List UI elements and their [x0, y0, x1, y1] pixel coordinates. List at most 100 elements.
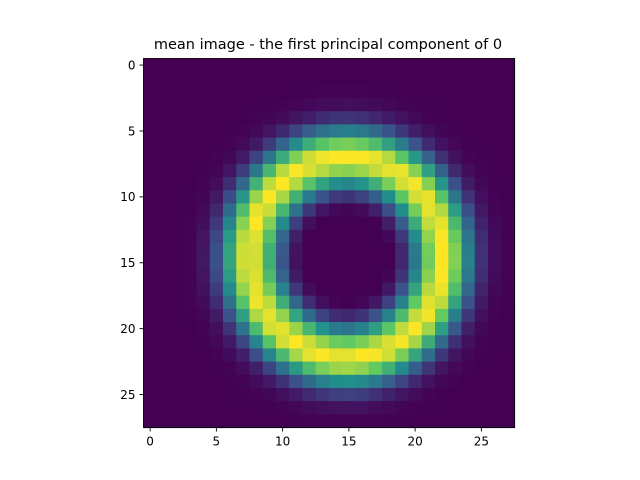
heatmap-cell [143, 335, 158, 350]
heatmap-cell [448, 177, 463, 191]
heatmap-cell [355, 243, 370, 257]
heatmap-cell [302, 177, 317, 191]
heatmap-cell [461, 401, 476, 415]
heatmap-cell [170, 282, 184, 297]
heatmap-cell [315, 190, 330, 205]
heatmap-cell [488, 84, 502, 99]
heatmap-cell [156, 348, 171, 363]
heatmap-cell [435, 137, 449, 152]
heatmap-cell [408, 163, 423, 178]
heatmap-cell [382, 190, 396, 205]
heatmap-cell [474, 361, 489, 376]
heatmap-cell [302, 282, 317, 297]
heatmap-cell [156, 163, 171, 178]
heatmap-cell [156, 335, 171, 350]
heatmap-cell [488, 308, 502, 323]
heatmap-cell [355, 98, 370, 112]
heatmap-cell [382, 243, 396, 257]
heatmap-cell [143, 322, 158, 336]
heatmap-cell [289, 124, 304, 139]
heatmap-cell [249, 308, 264, 323]
heatmap-cell [289, 150, 304, 165]
heatmap-cell [209, 308, 224, 323]
heatmap-cell [461, 387, 476, 402]
heatmap-cell [302, 269, 317, 284]
heatmap-cell [382, 98, 396, 112]
heatmap-cell [249, 387, 264, 402]
heatmap-cell [329, 229, 343, 244]
heatmap-cell [249, 58, 264, 73]
heatmap-cell [289, 322, 304, 336]
heatmap-cell [223, 361, 237, 376]
heatmap-cell [302, 98, 317, 112]
heatmap-cell [382, 229, 396, 244]
heatmap-cell [448, 58, 463, 73]
heatmap-cell [435, 124, 449, 139]
heatmap-cell [421, 269, 436, 284]
heatmap-cell [355, 414, 370, 429]
heatmap-cell [448, 322, 463, 336]
heatmap-cell [435, 269, 449, 284]
heatmap-cell [156, 256, 171, 270]
heatmap-cell [249, 229, 264, 244]
heatmap-cell [368, 203, 383, 218]
heatmap-cell [315, 216, 330, 231]
heatmap-cell [249, 282, 264, 297]
heatmap-cell [196, 111, 211, 125]
heatmap-cell [262, 374, 277, 389]
heatmap-cell [315, 401, 330, 415]
heatmap-cell [368, 58, 383, 73]
heatmap-cell [395, 177, 410, 191]
heatmap-cell [474, 335, 489, 350]
heatmap-cell [302, 190, 317, 205]
heatmap-cell [315, 203, 330, 218]
heatmap-cell [143, 256, 158, 270]
heatmap-cell [448, 282, 463, 297]
heatmap-cell [223, 124, 237, 139]
heatmap-cell [262, 111, 277, 125]
heatmap-cell [395, 348, 410, 363]
heatmap-cell [329, 124, 343, 139]
heatmap-cell [421, 414, 436, 429]
heatmap-cell [196, 256, 211, 270]
heatmap-cell [209, 282, 224, 297]
y-tick-label: 15 [120, 256, 135, 270]
heatmap-cell [170, 387, 184, 402]
x-tick-label: 15 [341, 435, 356, 449]
heatmap-cell [143, 177, 158, 191]
heatmap-cell [474, 98, 489, 112]
heatmap-cell [156, 71, 171, 86]
heatmap-cell [448, 71, 463, 86]
heatmap-cell [289, 256, 304, 270]
heatmap-cell [249, 295, 264, 310]
heatmap-cell [329, 98, 343, 112]
heatmap-cell [421, 163, 436, 178]
heatmap-cell [461, 163, 476, 178]
heatmap-cell [156, 98, 171, 112]
heatmap-cell [289, 243, 304, 257]
heatmap-cell [262, 58, 277, 73]
heatmap-cell [395, 414, 410, 429]
heatmap-cell [501, 190, 516, 205]
heatmap-cell [223, 84, 237, 99]
heatmap-cell [435, 150, 449, 165]
heatmap-cell [276, 111, 290, 125]
heatmap-cell [488, 401, 502, 415]
heatmap-cell [276, 150, 290, 165]
heatmap-cell [435, 282, 449, 297]
heatmap-cell [488, 322, 502, 336]
heatmap-cell [408, 308, 423, 323]
heatmap-cell [461, 243, 476, 257]
heatmap-cells [143, 58, 516, 429]
heatmap-cell [196, 177, 211, 191]
heatmap-cell [501, 58, 516, 73]
heatmap-cell [170, 163, 184, 178]
heatmap-cell [342, 229, 357, 244]
heatmap-cell [183, 111, 198, 125]
heatmap-cell [501, 322, 516, 336]
heatmap-cell [183, 229, 198, 244]
heatmap-cell [196, 216, 211, 231]
heatmap-cell [249, 414, 264, 429]
heatmap-cell [262, 414, 277, 429]
heatmap-cell [236, 335, 251, 350]
